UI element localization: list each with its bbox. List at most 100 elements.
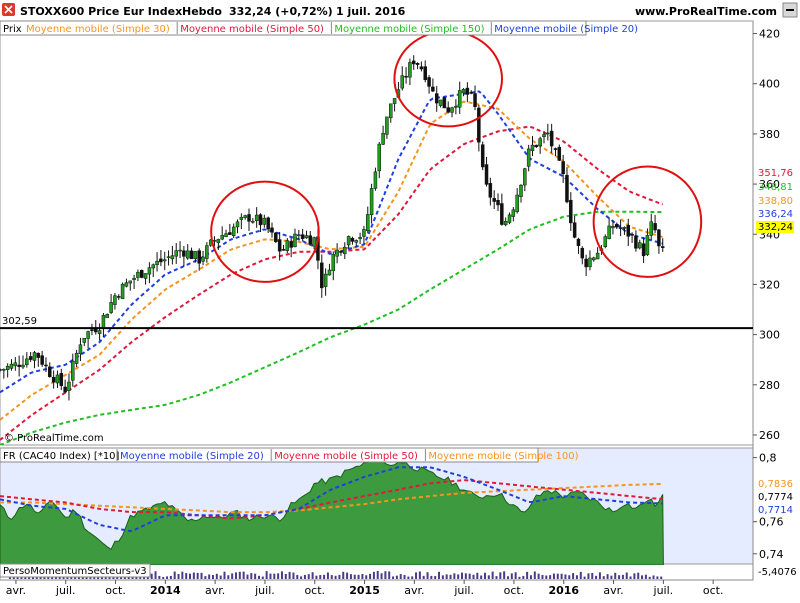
candle-body [427, 77, 431, 87]
x-tick-label: 2016 [548, 584, 579, 597]
candle-body [434, 93, 439, 104]
price-last-value: 348,81 [758, 182, 793, 193]
candle-body [67, 381, 71, 392]
candle-body [565, 174, 569, 203]
candle-body [5, 365, 10, 370]
momentum-bar [250, 573, 253, 579]
candle-body [9, 363, 14, 369]
candle-body [32, 352, 37, 361]
candle-body [40, 355, 44, 365]
candle-body [511, 209, 516, 217]
candle-body [78, 344, 83, 354]
x-tick-label: avr. [6, 584, 26, 597]
price-legend-item: Moyenne mobile (Simple 50) [180, 24, 324, 35]
candle-body [446, 107, 450, 113]
candle-body [55, 374, 60, 384]
price-last-value: 351,76 [758, 168, 793, 179]
momentum-bar [595, 575, 598, 579]
ratio-y-tick-label: 0,74 [759, 548, 784, 561]
momentum-bar [139, 576, 142, 579]
candle-body [431, 86, 435, 92]
momentum-bar [629, 576, 632, 579]
candle-body [588, 257, 592, 268]
x-tick-label: 2014 [150, 584, 181, 597]
candle-body [503, 220, 508, 226]
price-y-tick-label: 320 [759, 278, 780, 291]
momentum-bar [660, 576, 663, 579]
candle-body [274, 232, 278, 242]
candle-body [480, 144, 485, 168]
price-plot [0, 55, 665, 445]
x-tick-label: juil. [653, 584, 674, 597]
candle-body [281, 249, 286, 251]
candle-body [530, 144, 535, 151]
candle-body [113, 295, 117, 305]
candle-body [339, 251, 343, 253]
close-icon[interactable] [2, 3, 15, 16]
minus-icon[interactable] [782, 2, 798, 18]
candle-body [71, 360, 75, 381]
candle-body [442, 97, 447, 109]
candle-body [660, 246, 665, 248]
ratio-panel-label: FR (CAC40 Index) [*10] [3, 451, 120, 462]
momentum-bar [261, 576, 264, 579]
candle-body [657, 229, 661, 247]
candle-body [231, 226, 236, 237]
momentum-bar [315, 575, 318, 579]
candle-body [385, 116, 389, 135]
candle-body [201, 256, 205, 262]
momentum-bar [173, 571, 176, 579]
candle-body [197, 250, 201, 264]
candle-body [469, 92, 473, 94]
candle-body [626, 224, 631, 237]
ratio-legend-item: Moyenne mobile (Simple 100) [428, 451, 578, 462]
x-tick-label: juil. [55, 584, 76, 597]
close-icon-glyph [4, 5, 13, 14]
price-panel [0, 20, 754, 446]
price-last-value: 332,24 [758, 222, 793, 233]
watermark: © ProRealTime.com [4, 433, 104, 444]
candle-body [205, 245, 209, 259]
momentum-bar [51, 576, 54, 579]
momentum-bar [280, 571, 283, 579]
momentum-bar [319, 575, 322, 579]
momentum-bar [652, 575, 655, 579]
candle-body [2, 368, 6, 371]
candle-body [270, 227, 274, 233]
momentum-bar [273, 573, 276, 579]
momentum-bar [556, 573, 559, 579]
candle-body [48, 366, 52, 378]
candle-body [473, 93, 477, 107]
momentum-bar [441, 575, 444, 579]
annotation-circle [592, 165, 703, 278]
momentum-bar [572, 573, 575, 579]
candle-body [147, 267, 152, 275]
momentum-bar [644, 574, 647, 579]
x-tick-label: avr. [404, 584, 424, 597]
momentum-bar [552, 573, 555, 579]
candle-body [404, 75, 408, 78]
candle-body [415, 63, 420, 65]
candle-body [86, 331, 90, 339]
momentum-bar [265, 571, 268, 579]
candle-body [82, 337, 87, 343]
candle-body [28, 356, 33, 360]
candle-body [496, 200, 500, 206]
ratio-ma100-line [0, 482, 663, 514]
candle-body [101, 315, 106, 329]
momentum-bar [380, 573, 383, 579]
momentum-bar [231, 573, 234, 579]
momentum-bar [641, 575, 644, 579]
ratio-legend-box [0, 447, 539, 463]
momentum-bar [154, 571, 157, 579]
candle-body [553, 148, 558, 150]
momentum-bar [357, 574, 360, 579]
candle-body [331, 254, 336, 271]
candle-body [109, 302, 113, 313]
candle-body [224, 233, 228, 238]
candle-body [178, 249, 182, 252]
ma20-line [0, 90, 663, 394]
price-y-tick-label: 280 [759, 379, 780, 392]
